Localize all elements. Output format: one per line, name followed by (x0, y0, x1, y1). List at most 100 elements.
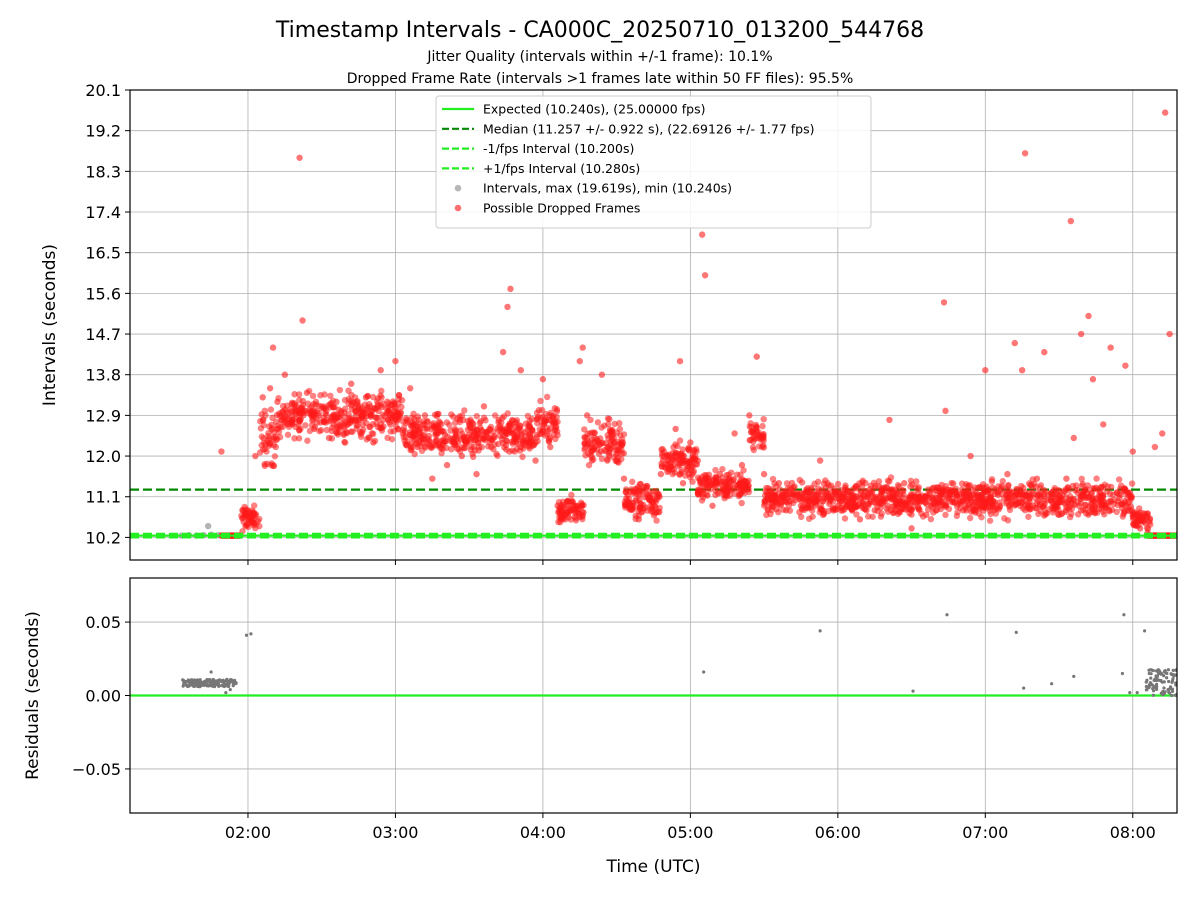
dropped-frame-point (834, 502, 842, 509)
dropped-frame-point (769, 503, 776, 510)
dropped-frame-point (391, 399, 398, 407)
dropped-frame-point (498, 436, 506, 443)
dropped-frame-point (967, 496, 974, 503)
residual-point (1170, 680, 1174, 685)
dropped-frame-point (588, 457, 596, 464)
dropped-frame-point (347, 428, 355, 435)
dropped-frame-point (616, 420, 623, 427)
dropped-frame-point (892, 507, 900, 514)
dropped-frame-point (768, 493, 775, 500)
dropped-frame-point (895, 497, 903, 504)
dropped-frame-point (407, 443, 414, 450)
residual-point (1170, 693, 1174, 698)
dropped-frame-point (834, 480, 842, 488)
dropped-frame-point (345, 410, 352, 418)
dropped-frame-point (406, 385, 414, 392)
dropped-frame-point (967, 452, 974, 460)
dropped-frame-point (1097, 489, 1104, 497)
dropped-frame-point (982, 487, 990, 495)
dropped-frame-point (864, 493, 871, 500)
dropped-frame-point (1107, 483, 1115, 491)
residual-point (1022, 686, 1026, 690)
dropped-frame-point (1041, 348, 1048, 356)
dropped-frame-point (476, 419, 484, 427)
dropped-frame-point (322, 410, 329, 417)
dropped-frame-point (494, 452, 501, 459)
dropped-frame-point (249, 514, 256, 521)
dropped-frame-point (398, 396, 406, 404)
dropped-frame-point (730, 480, 737, 488)
dropped-frame-point (1147, 521, 1154, 528)
dropped-frame-point (1089, 376, 1097, 383)
dropped-frame-point (366, 434, 373, 442)
dropped-frame-point (621, 501, 629, 508)
dropped-frame-point (797, 502, 805, 509)
residual-point (1170, 687, 1175, 691)
dropped-frame-point (582, 452, 589, 459)
residual-point (224, 690, 228, 695)
dropped-frame-point (1077, 330, 1085, 338)
dropped-frame-point (966, 482, 974, 489)
dropped-frame-point (1025, 513, 1032, 520)
dropped-frame-point (690, 446, 698, 454)
dropped-frame-point (330, 404, 337, 411)
residual-point (1122, 613, 1126, 617)
dropped-frame-point (587, 416, 594, 424)
dropped-frame-point (1004, 470, 1011, 478)
dropped-frame-point (1135, 511, 1142, 519)
dropped-frame-point (384, 434, 391, 442)
dropped-frame-point (853, 511, 860, 518)
dropped-frame-point (972, 509, 979, 516)
top-plot-frame (129, 89, 1178, 561)
residual-point (194, 682, 199, 686)
residual-point (1168, 691, 1172, 695)
dropped-frame-point (385, 403, 392, 411)
top-ytick-label: 12.0 (85, 447, 121, 466)
dropped-frame-point (244, 507, 252, 514)
dropped-frame-point (465, 421, 473, 428)
dropped-frame-point (358, 412, 366, 419)
dropped-frame-point (829, 498, 837, 505)
dropped-frame-point (316, 427, 323, 435)
dropped-frame-point (377, 424, 385, 432)
dropped-frame-point (423, 425, 430, 433)
dropped-frame-point (420, 418, 428, 425)
dropped-frame-point (585, 461, 593, 469)
residual-point (182, 682, 186, 686)
dropped-frame-point (620, 475, 628, 482)
dropped-frame-point (921, 493, 928, 501)
dropped-frame-point (1093, 475, 1100, 482)
dropped-frame-point (370, 393, 377, 401)
dropped-frame-point (513, 420, 520, 427)
dropped-frame-point (620, 450, 628, 457)
dropped-frame-point (435, 418, 443, 425)
dropped-frame-point (400, 424, 408, 432)
residual-point (1162, 669, 1167, 674)
dropped-frame-point (924, 486, 932, 493)
dropped-frame-point (783, 507, 790, 514)
dropped-frame-point (396, 412, 403, 419)
residual-point (1154, 685, 1158, 690)
residual-point (198, 681, 203, 685)
dropped-frame-point (252, 452, 259, 460)
residual-point (227, 681, 231, 686)
dropped-frame-point (604, 415, 612, 422)
dropped-frame-point (871, 507, 878, 514)
dropped-frame-point (302, 422, 309, 429)
dropped-frame-point (620, 431, 628, 438)
dropped-frame-point (365, 400, 373, 408)
dropped-frame-point (816, 457, 824, 464)
dropped-frame-point (1139, 516, 1147, 523)
dropped-frame-point (653, 517, 660, 524)
dropped-frame-point (1102, 504, 1110, 511)
dropped-frame-point (798, 479, 806, 486)
residual-point (1174, 681, 1177, 685)
dropped-frame-point (616, 425, 624, 433)
dropped-frame-point (559, 501, 567, 509)
dropped-frame-point (964, 489, 972, 496)
dropped-frame-point (653, 487, 660, 495)
dropped-frame-point (369, 420, 377, 428)
dropped-frame-point (1090, 506, 1097, 513)
dropped-frame-point (930, 509, 937, 516)
dropped-frame-point (775, 508, 782, 516)
